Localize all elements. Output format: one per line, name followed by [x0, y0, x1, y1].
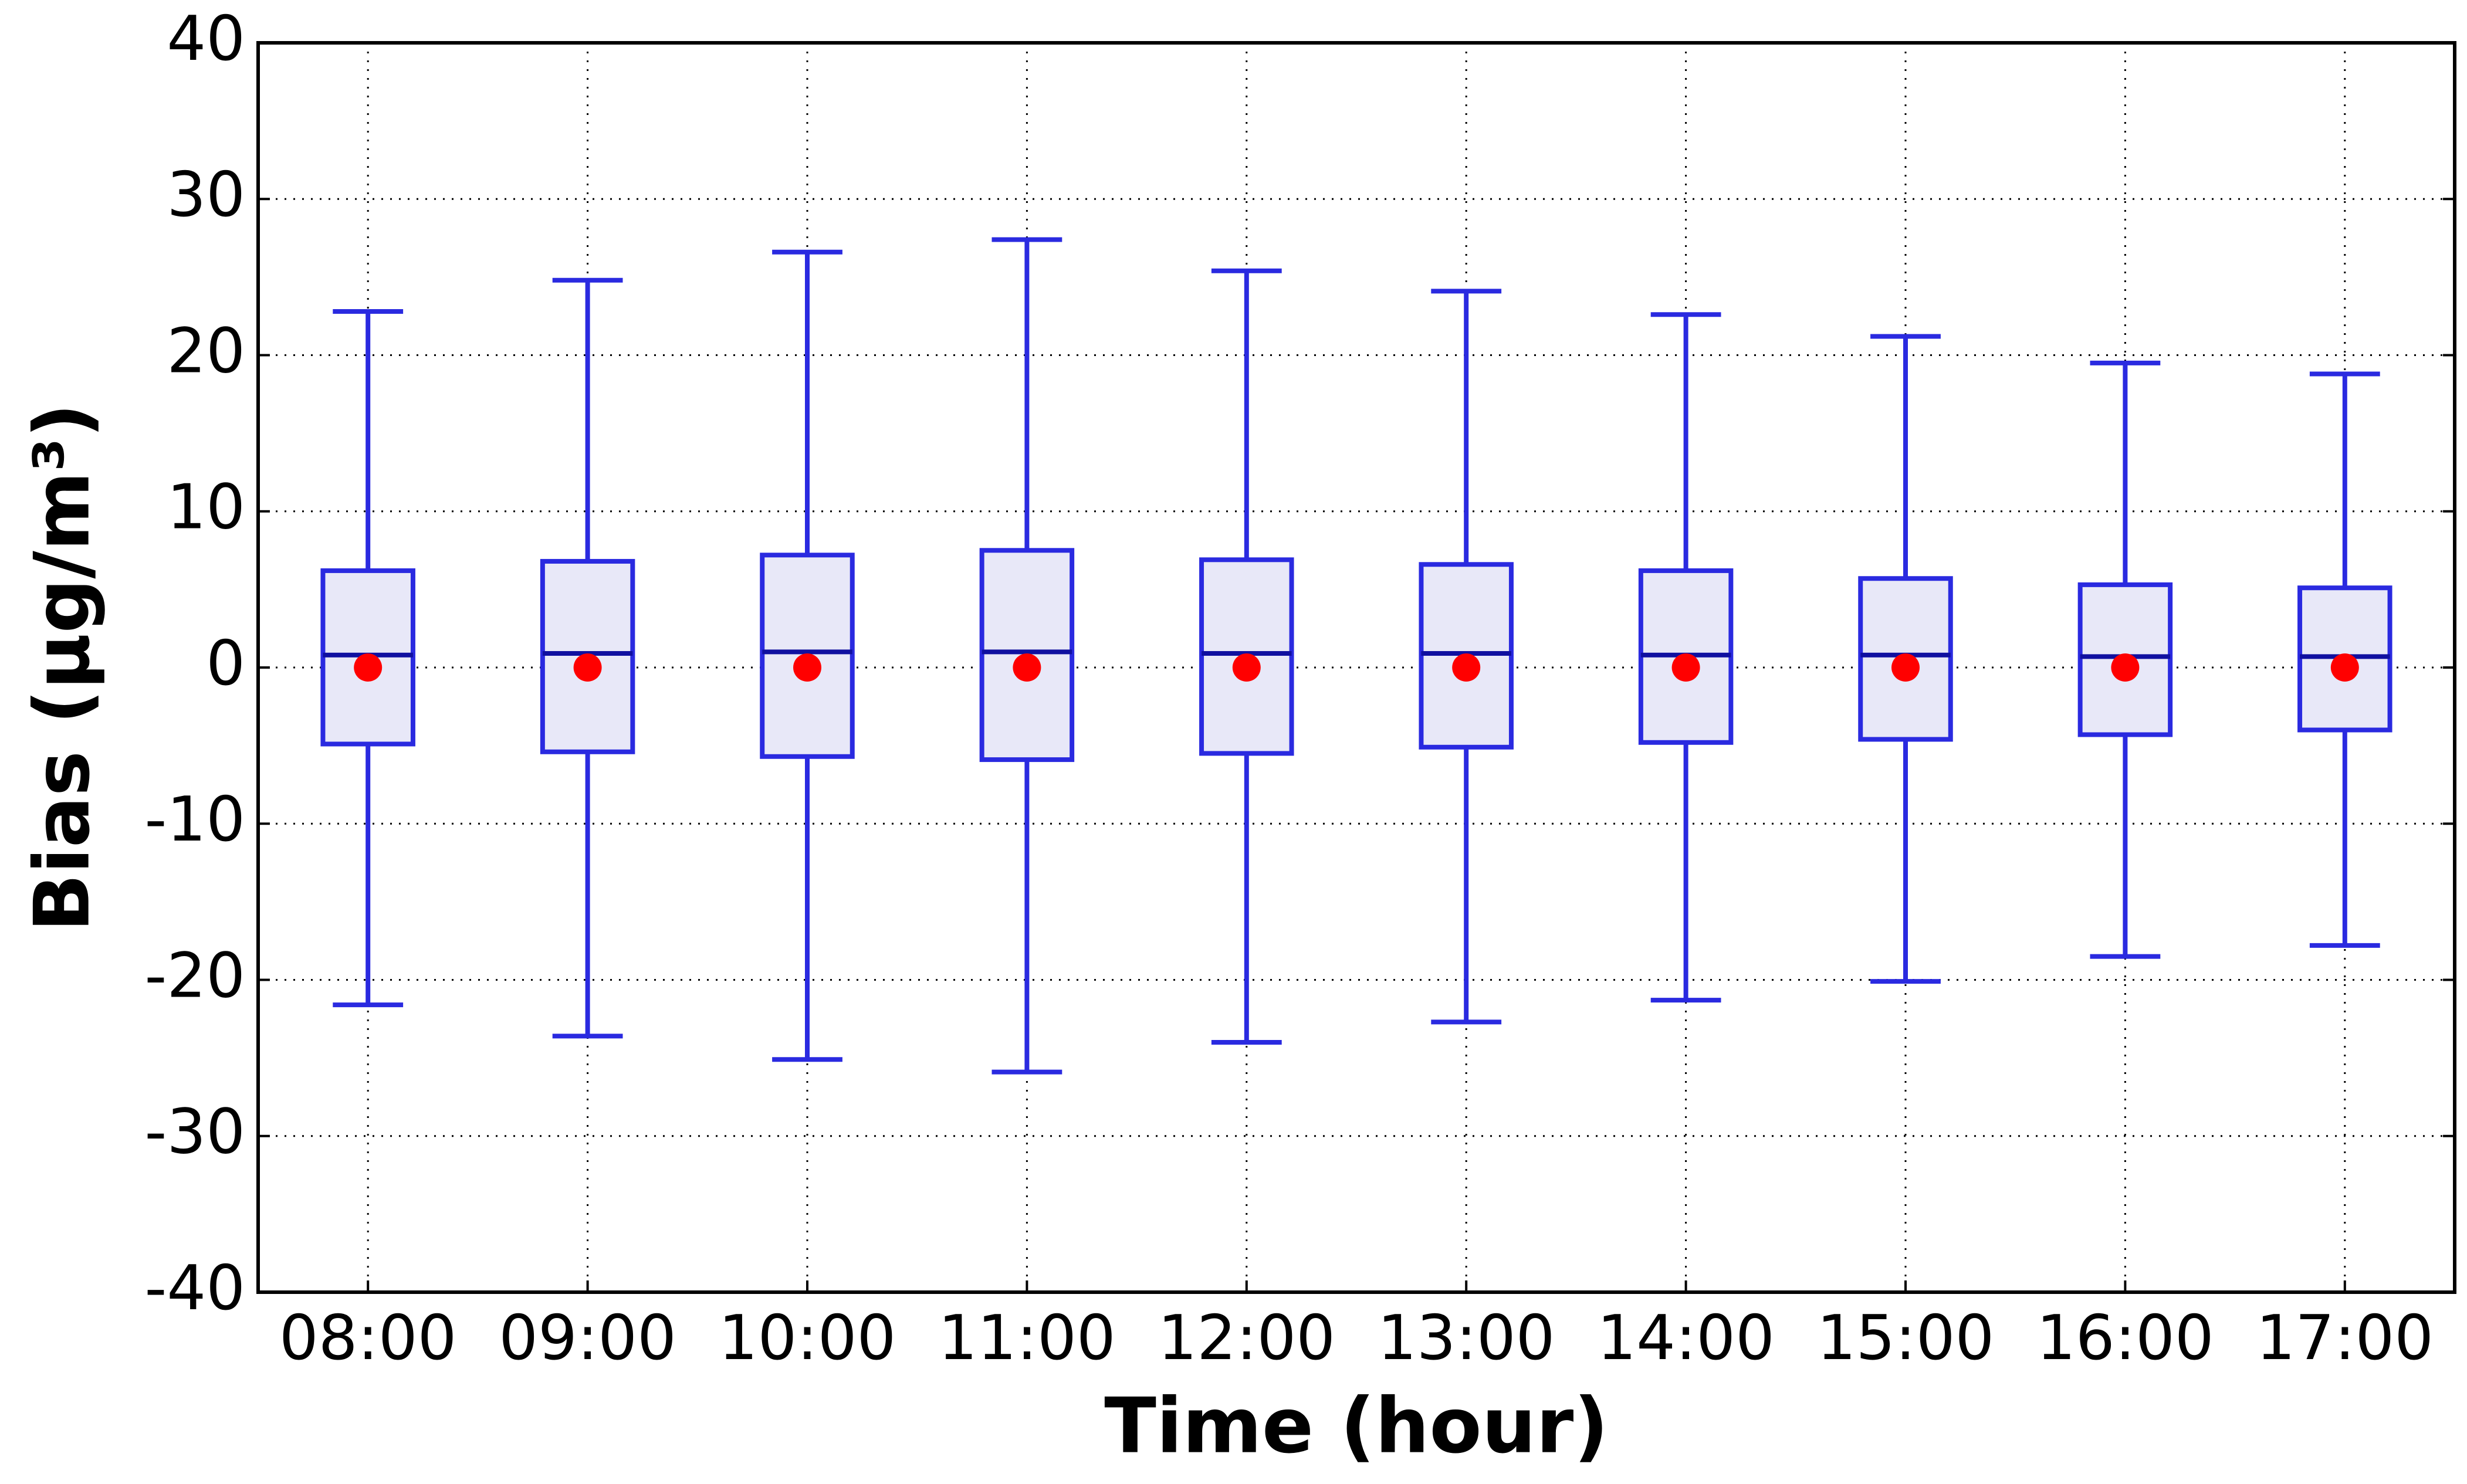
box	[540, 558, 635, 754]
y-tick-label: 10	[167, 472, 245, 543]
x-tick-label: 17:00	[2256, 1302, 2434, 1374]
mean-marker	[2111, 653, 2140, 682]
mean-marker	[1891, 653, 1920, 682]
x-tick-label: 13:00	[1378, 1302, 1555, 1374]
x-tick-label: 15:00	[1817, 1302, 1995, 1374]
x-tick-label: 08:00	[279, 1302, 457, 1374]
x-tick-label: 10:00	[719, 1302, 896, 1374]
box	[1199, 557, 1294, 756]
y-tick-label: 20	[167, 315, 245, 387]
x-tick-label: 11:00	[938, 1302, 1116, 1374]
y-tick-label: -40	[145, 1252, 246, 1324]
x-tick-label: 09:00	[499, 1302, 676, 1374]
mean-marker	[354, 653, 383, 682]
y-axis-label: Bias (μg/m³)	[18, 403, 107, 931]
mean-marker	[573, 653, 602, 682]
y-tick-label: 40	[167, 3, 245, 74]
x-axis-label: Time (hour)	[1104, 1381, 1608, 1471]
x-tick-label: 16:00	[2036, 1302, 2214, 1374]
mean-marker	[1013, 653, 1041, 682]
y-tick-label: -30	[145, 1096, 246, 1168]
mean-marker	[1452, 653, 1481, 682]
y-tick-label: -20	[145, 940, 246, 1011]
x-tick-label: 14:00	[1597, 1302, 1775, 1374]
mean-marker	[2330, 653, 2359, 682]
mean-marker	[793, 653, 821, 682]
y-tick-label: 0	[206, 628, 245, 699]
plot-frame	[256, 41, 2456, 1294]
y-tick-label: 30	[167, 159, 245, 231]
y-tick-label: -10	[145, 784, 246, 855]
x-tick-label: 12:00	[1158, 1302, 1336, 1374]
mean-marker	[1671, 653, 1700, 682]
mean-marker	[1232, 653, 1261, 682]
